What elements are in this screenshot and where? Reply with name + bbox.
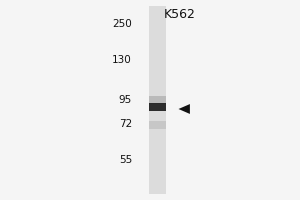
Polygon shape	[178, 104, 190, 114]
Bar	[149, 121, 166, 129]
Bar	[149, 6, 166, 194]
Text: K562: K562	[164, 8, 196, 21]
Text: 250: 250	[112, 19, 132, 29]
Text: 55: 55	[119, 155, 132, 165]
Text: 130: 130	[112, 55, 132, 65]
Text: 72: 72	[119, 119, 132, 129]
Text: 95: 95	[119, 95, 132, 105]
Bar	[149, 96, 166, 104]
Bar	[149, 103, 166, 111]
